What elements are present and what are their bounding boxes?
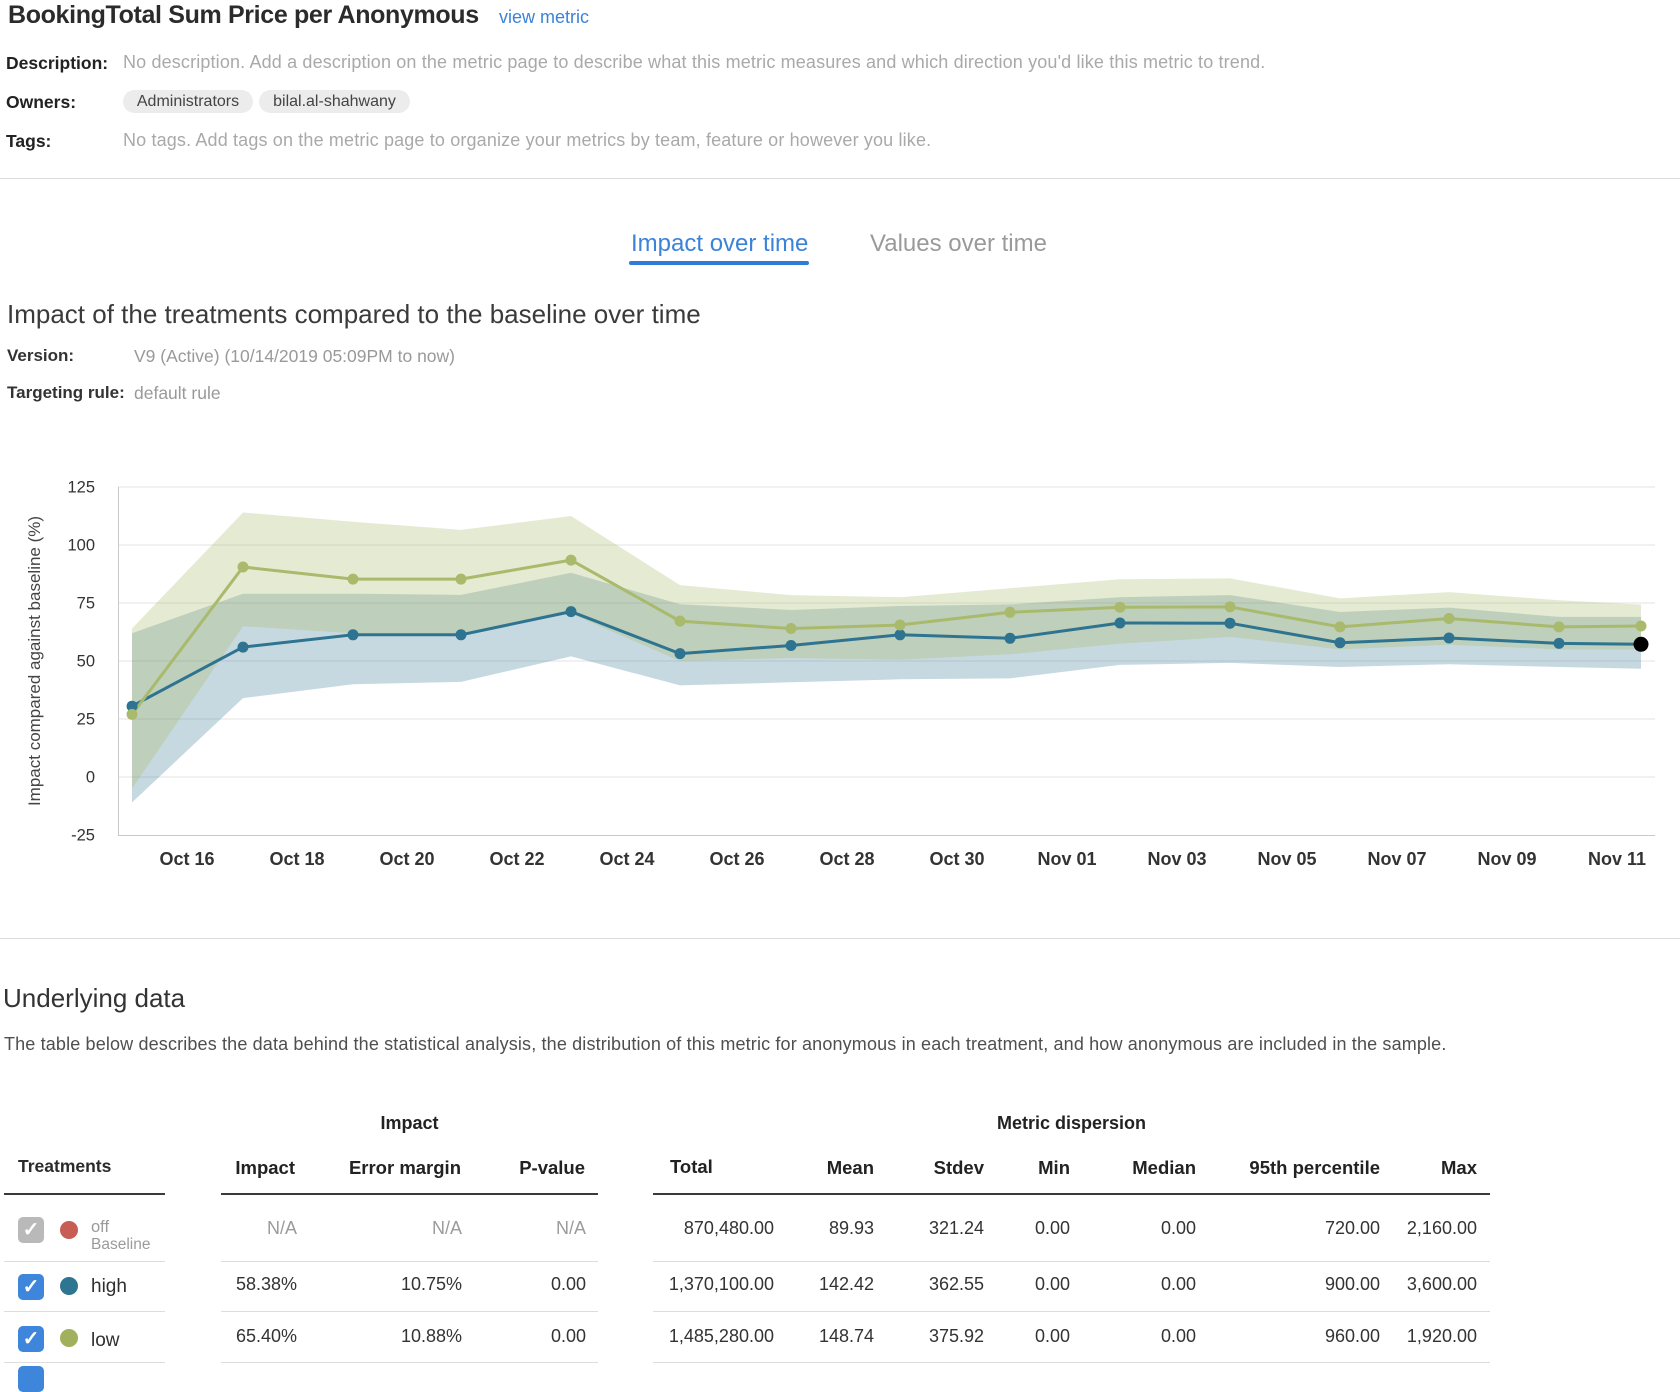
svg-text:0: 0 — [86, 769, 95, 787]
svg-text:25: 25 — [77, 711, 95, 729]
svg-text:Oct 16: Oct 16 — [159, 849, 214, 869]
svg-text:Oct 20: Oct 20 — [379, 849, 434, 869]
svg-text:Oct 22: Oct 22 — [489, 849, 544, 869]
svg-text:Nov 07: Nov 07 — [1367, 849, 1426, 869]
svg-text:Oct 26: Oct 26 — [709, 849, 764, 869]
svg-text:-25: -25 — [71, 827, 95, 845]
svg-text:Impact compared against baseli: Impact compared against baseline (%) — [25, 516, 44, 806]
svg-text:Nov 03: Nov 03 — [1147, 849, 1206, 869]
svg-text:100: 100 — [67, 537, 95, 555]
svg-text:Nov 05: Nov 05 — [1257, 849, 1316, 869]
svg-text:50: 50 — [77, 653, 95, 671]
svg-text:Nov 01: Nov 01 — [1037, 849, 1096, 869]
svg-text:125: 125 — [67, 479, 95, 497]
svg-text:Oct 28: Oct 28 — [819, 849, 874, 869]
svg-text:Nov 11: Nov 11 — [1588, 849, 1646, 869]
svg-text:Oct 24: Oct 24 — [599, 849, 654, 869]
svg-text:75: 75 — [77, 595, 95, 613]
svg-text:Oct 18: Oct 18 — [269, 849, 324, 869]
svg-text:Oct 30: Oct 30 — [929, 849, 984, 869]
svg-text:Nov 09: Nov 09 — [1477, 849, 1536, 869]
